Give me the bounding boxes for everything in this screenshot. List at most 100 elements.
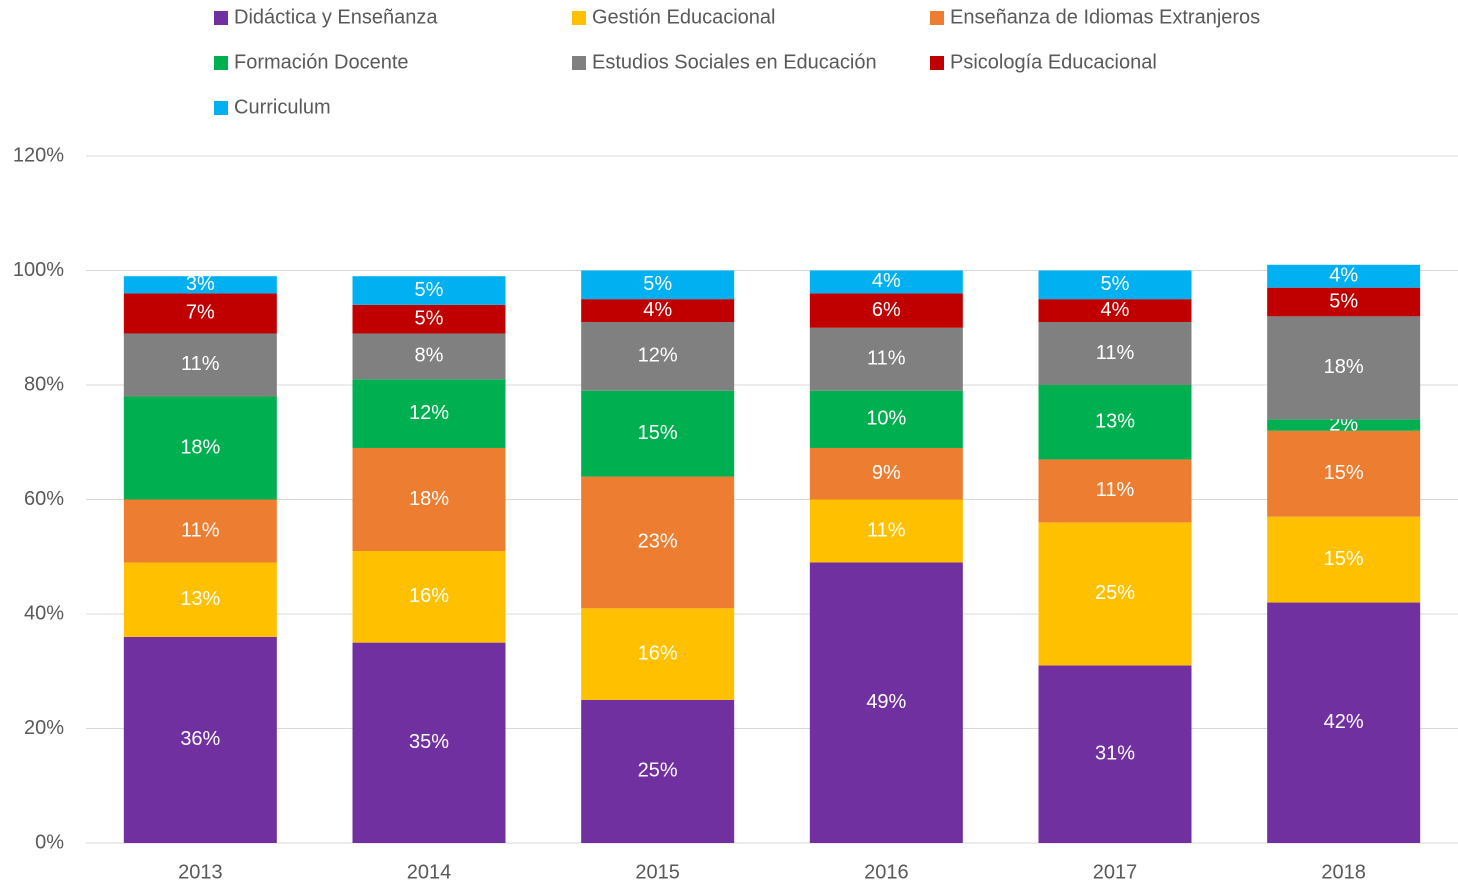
legend-label: Psicología Educacional <box>950 51 1157 73</box>
data-label: 18% <box>1324 356 1364 378</box>
data-label: 5% <box>1101 273 1130 295</box>
bar-segment <box>1267 419 1421 431</box>
bar-segment <box>809 293 963 328</box>
bar-segment <box>1038 322 1192 385</box>
y-tick-label: 20% <box>24 717 64 739</box>
bar-segment <box>581 270 735 300</box>
y-tick-label: 40% <box>24 602 64 624</box>
data-label: 3% <box>186 273 215 295</box>
bar-segment <box>1267 316 1421 420</box>
bar-segment <box>352 333 506 380</box>
legend-swatch <box>214 11 228 25</box>
data-label: 5% <box>1329 290 1358 312</box>
x-tick-label: 2013 <box>178 861 223 883</box>
data-label: 5% <box>643 273 672 295</box>
data-label: 11% <box>181 353 220 375</box>
data-label: 18% <box>409 488 449 510</box>
bar-segment <box>1038 385 1192 460</box>
data-label: 11% <box>1096 342 1135 364</box>
data-label: 25% <box>1095 582 1135 604</box>
bar-segment <box>352 379 506 448</box>
data-label: 4% <box>643 299 672 321</box>
bar-segment <box>1038 270 1192 300</box>
data-label: 4% <box>1101 299 1130 321</box>
x-tick-label: 2015 <box>635 861 680 883</box>
bar-segment <box>123 636 277 843</box>
data-label: 11% <box>181 519 220 541</box>
bar-segment <box>581 390 735 477</box>
data-label: 9% <box>872 462 901 484</box>
bar-segment <box>809 499 963 563</box>
bar-segment <box>123 276 277 294</box>
data-label: 31% <box>1095 743 1135 765</box>
bar-segment <box>581 322 735 391</box>
data-label: 12% <box>409 402 449 424</box>
data-label: 25% <box>638 760 678 782</box>
bar-segment <box>581 608 735 700</box>
bar-segment <box>123 293 277 334</box>
bar-segment <box>809 562 963 843</box>
data-label: 15% <box>1324 548 1364 570</box>
bar-segment <box>581 299 735 323</box>
data-label: 12% <box>638 345 678 367</box>
y-tick-label: 80% <box>24 373 64 395</box>
x-tick-label: 2014 <box>407 861 452 883</box>
legend-label: Curriculum <box>234 96 331 118</box>
data-label: 13% <box>1095 410 1135 432</box>
x-tick-label: 2017 <box>1093 861 1138 883</box>
data-label: 15% <box>1324 462 1364 484</box>
legend-swatch <box>214 56 228 70</box>
bar-segment <box>123 333 277 397</box>
bar-segment <box>809 390 963 448</box>
bar-segment <box>809 270 963 294</box>
data-label: 4% <box>1329 265 1358 287</box>
bar-segment <box>1038 459 1192 523</box>
data-label: 15% <box>638 422 678 444</box>
data-label: 5% <box>415 307 444 329</box>
legend-swatch <box>572 56 586 70</box>
bar-segment <box>809 327 963 391</box>
data-label: 8% <box>415 345 444 367</box>
y-tick-label: 0% <box>35 831 64 853</box>
data-label: 4% <box>872 270 901 292</box>
data-label: 49% <box>866 691 906 713</box>
data-label: 7% <box>186 302 215 324</box>
x-tick-label: 2018 <box>1321 861 1366 883</box>
legend-swatch <box>214 101 228 115</box>
bar-segment <box>352 276 506 305</box>
data-label: 42% <box>1324 711 1364 733</box>
bar-segment <box>809 447 963 500</box>
x-tick-label: 2016 <box>864 861 909 883</box>
legend-label: Formación Docente <box>234 51 409 73</box>
bar-segment <box>1267 602 1421 843</box>
bar-segment <box>581 699 735 843</box>
bar-segment <box>123 562 277 637</box>
bar-segment <box>1267 430 1421 517</box>
data-label: 16% <box>638 642 678 664</box>
y-tick-label: 100% <box>13 259 64 281</box>
bar-segment <box>1267 287 1421 317</box>
bar-segment <box>352 642 506 843</box>
bar-segment <box>352 447 506 552</box>
bar-segment <box>123 396 277 500</box>
legend-swatch <box>572 11 586 25</box>
legend-label: Estudios Sociales en Educación <box>592 51 877 73</box>
legend-label: Gestión Educacional <box>592 6 775 28</box>
data-label: 11% <box>867 348 906 370</box>
bar-segment <box>352 551 506 643</box>
y-tick-label: 60% <box>24 488 64 510</box>
bar-segment <box>1267 264 1421 288</box>
data-label: 18% <box>180 436 220 458</box>
data-label: 16% <box>409 585 449 607</box>
data-label: 5% <box>415 279 444 301</box>
legend-label: Enseñanza de Idiomas Extranjeros <box>950 6 1260 28</box>
data-label: 6% <box>872 299 901 321</box>
legend-swatch <box>930 11 944 25</box>
legend-label: Didáctica y Enseñanza <box>234 6 438 28</box>
bar-segment <box>123 499 277 563</box>
y-tick-label: 120% <box>13 144 64 166</box>
data-label: 13% <box>180 588 220 610</box>
data-label: 23% <box>638 531 678 553</box>
bar-segment <box>1038 522 1192 666</box>
bar-segment <box>352 304 506 334</box>
